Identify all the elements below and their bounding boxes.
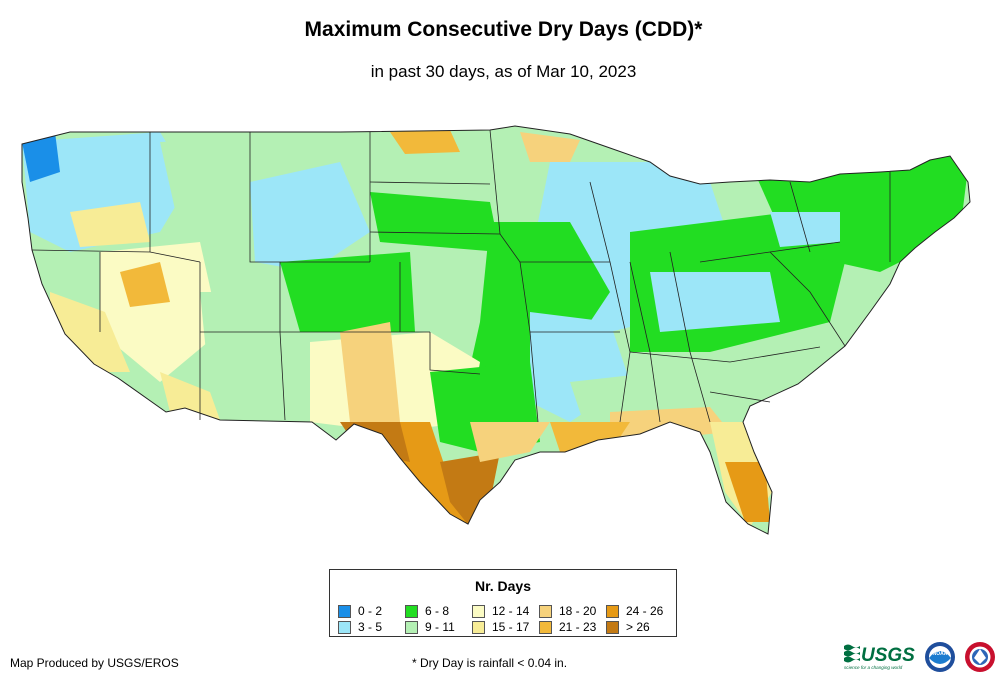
- usgs-wave-icon: [844, 644, 860, 663]
- legend-swatch: [338, 620, 351, 634]
- legend-label: 12 - 14: [492, 604, 530, 618]
- dry-day-note: * Dry Day is rainfall < 0.04 in.: [412, 656, 568, 670]
- cdd-map: [21, 125, 971, 535]
- legend-item-24-26: 24 - 26: [606, 603, 673, 619]
- noaa-wordmark: NOAA: [933, 651, 948, 657]
- legend-item-21-23: 21 - 23: [539, 619, 606, 635]
- legend-swatch: [606, 620, 619, 634]
- legend-label: 0 - 2: [358, 604, 383, 618]
- noaa-logo: NOAA: [925, 642, 955, 672]
- legend-grid: 0 - 2 6 - 8 12 - 14 18 - 20 24 - 26 3 - …: [338, 603, 674, 635]
- legend-item-6-8: 6 - 8: [405, 603, 472, 619]
- legend-item-12-14: 12 - 14: [472, 603, 539, 619]
- legend-label: 3 - 5: [358, 620, 383, 634]
- usgs-tagline: science for a changing world: [844, 665, 903, 670]
- map-title: Maximum Consecutive Dry Days (CDD)*: [304, 18, 703, 41]
- legend-item-18-20: 18 - 20: [539, 603, 606, 619]
- legend-label: 6 - 8: [425, 604, 450, 618]
- legend-swatch: [405, 604, 418, 618]
- legend-label: 9 - 11: [425, 620, 455, 634]
- legend-title: Nr. Days: [474, 578, 532, 594]
- legend-swatch: [539, 620, 552, 634]
- legend-item-0-2: 0 - 2: [338, 603, 405, 619]
- legend-swatch: [539, 604, 552, 618]
- legend-label: 21 - 23: [559, 620, 597, 634]
- legend-swatch: [338, 604, 351, 618]
- usgs-logo: USGS science for a changing world: [844, 644, 915, 670]
- usgs-wordmark: USGS: [861, 645, 915, 666]
- legend: Nr. Days 0 - 2 6 - 8 12 - 14 18 - 20 24 …: [329, 569, 677, 637]
- legend-label: 24 - 26: [626, 604, 664, 618]
- map-subtitle: in past 30 days, as of Mar 10, 2023: [370, 62, 637, 81]
- map-credit: Map Produced by USGS/EROS: [10, 656, 179, 670]
- legend-item-3-5: 3 - 5: [338, 619, 405, 635]
- legend-swatch: [405, 620, 418, 634]
- legend-item-15-17: 15 - 17: [472, 619, 539, 635]
- legend-item-over-26: > 26: [606, 619, 673, 635]
- legend-swatch: [472, 604, 485, 618]
- legend-swatch: [606, 604, 619, 618]
- legend-label: > 26: [626, 620, 650, 634]
- legend-label: 15 - 17: [492, 620, 530, 634]
- agency-logos: USGS science for a changing world NOAA: [844, 642, 995, 672]
- legend-item-9-11: 9 - 11: [405, 619, 472, 635]
- legend-label: 18 - 20: [559, 604, 597, 618]
- legend-swatch: [472, 620, 485, 634]
- nws-logo: [965, 642, 995, 672]
